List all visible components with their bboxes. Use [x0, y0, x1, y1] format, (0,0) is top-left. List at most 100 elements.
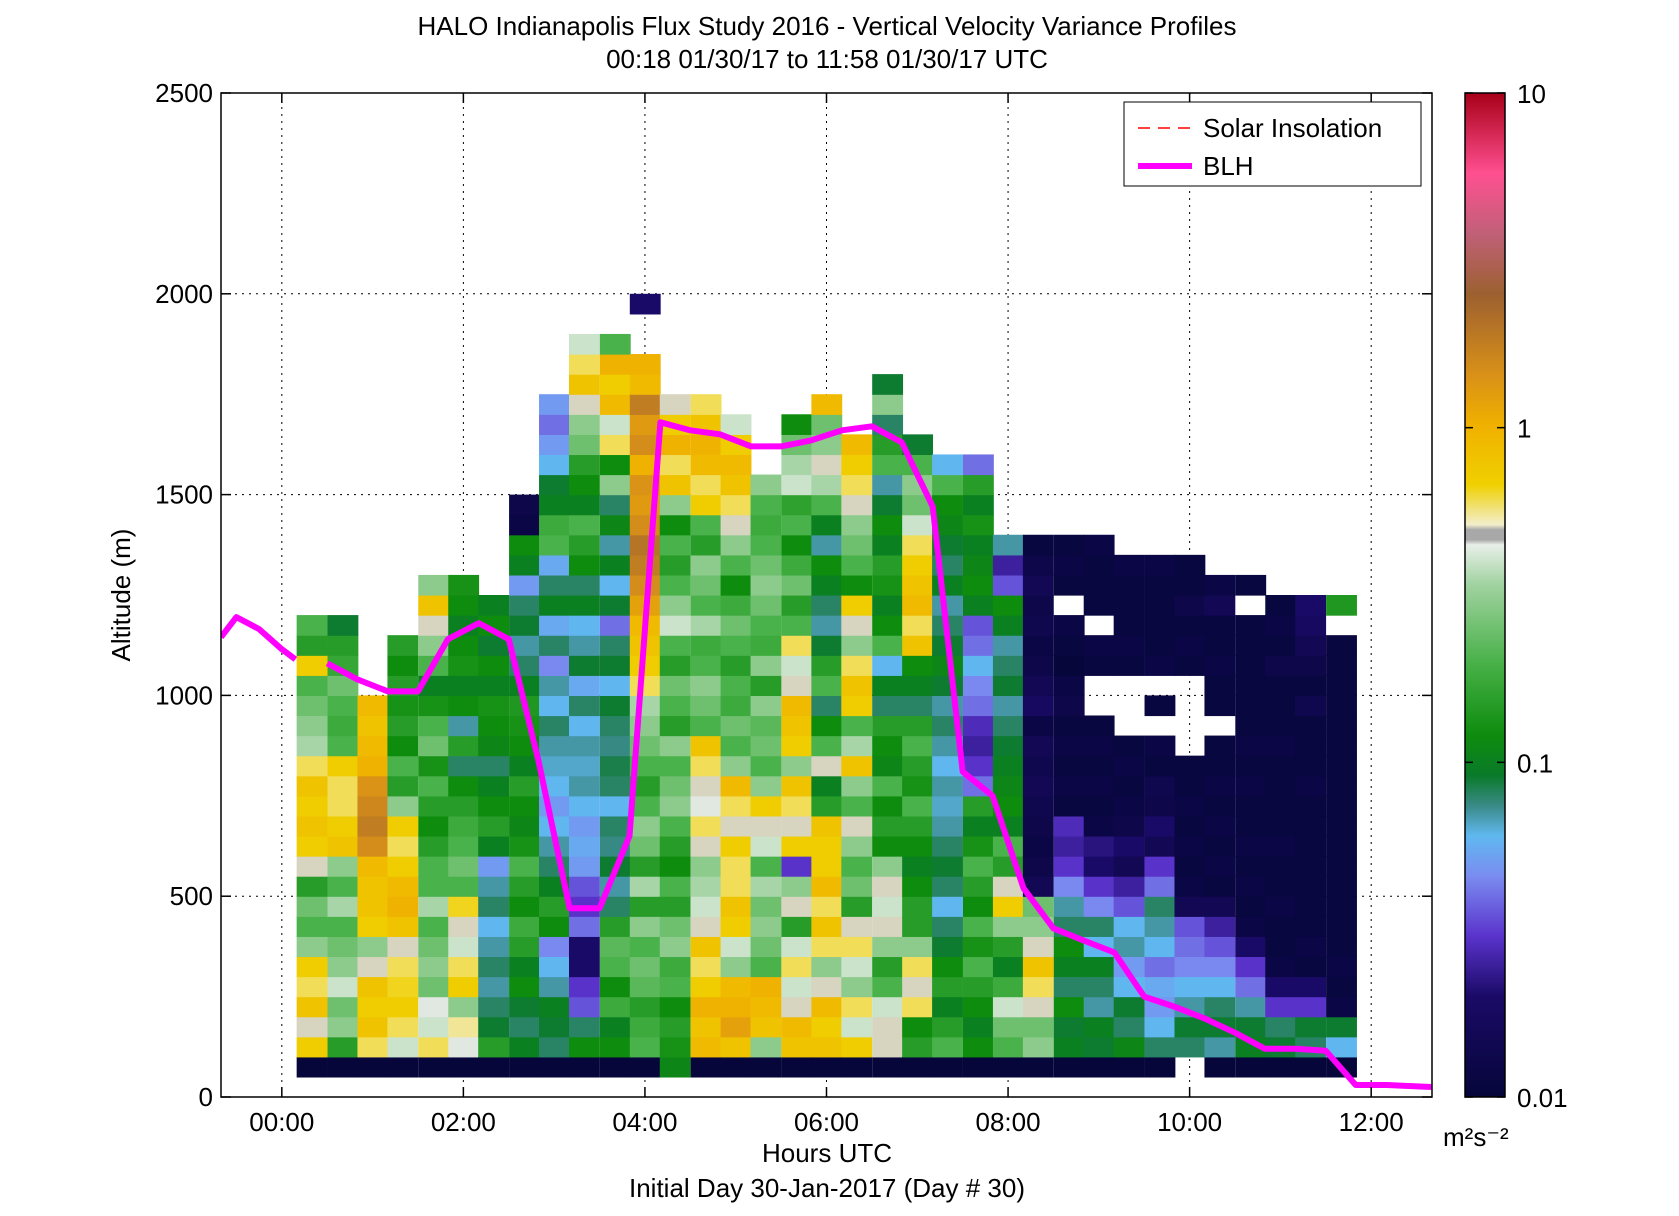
heatmap-cell [568, 474, 600, 496]
heatmap-cell [1235, 1056, 1267, 1078]
heatmap-cell [599, 956, 631, 978]
heatmap-cell [690, 775, 722, 797]
heatmap-cell [568, 655, 600, 676]
heatmap-cell [1144, 815, 1176, 837]
heatmap-cell [629, 835, 661, 857]
heatmap-cell [448, 775, 480, 797]
heatmap-cell [750, 574, 782, 596]
heatmap-cell [448, 976, 480, 998]
heatmap-cell [962, 574, 994, 596]
heatmap-cell [1235, 896, 1267, 917]
heatmap-cell [811, 695, 843, 717]
heatmap-cell [387, 996, 419, 1018]
heatmap-cell [902, 595, 934, 616]
heatmap-cell [1326, 715, 1357, 737]
heatmap-cell [539, 554, 570, 576]
heatmap-cell [448, 655, 480, 676]
heatmap-cell [629, 936, 661, 958]
heatmap-cell [327, 835, 359, 857]
heatmap-cell [841, 695, 873, 717]
heatmap-cell [1265, 815, 1297, 837]
heatmap-cell [418, 815, 450, 837]
heatmap-cell [1144, 615, 1176, 636]
heatmap-cell [1295, 1016, 1327, 1038]
heatmap-cell [992, 595, 1024, 616]
heatmap-cell [509, 514, 540, 536]
heatmap-cell [357, 876, 389, 897]
y-tick-label: 2500 [155, 78, 213, 108]
heatmap-cell [841, 815, 873, 837]
heatmap-cell [872, 856, 904, 877]
heatmap-cell [781, 795, 813, 817]
heatmap-cell [599, 394, 631, 415]
heatmap-cell [1326, 876, 1357, 897]
heatmap-cell [781, 896, 813, 917]
heatmap-cell [811, 494, 843, 516]
heatmap-cell [599, 735, 631, 757]
heatmap-cell [1144, 635, 1176, 656]
heatmap-cell [720, 1056, 752, 1078]
heatmap-cell [478, 916, 510, 937]
heatmap-cell [720, 615, 752, 636]
heatmap-cell [932, 735, 963, 757]
heatmap-cell [811, 655, 843, 676]
heatmap-cell [539, 635, 570, 656]
heatmap-cell [659, 996, 691, 1018]
heatmap-cell [387, 1016, 419, 1038]
heatmap-cell [902, 1016, 934, 1038]
heatmap-cell [932, 454, 963, 476]
heatmap-cell [357, 795, 389, 817]
heatmap-cell [539, 916, 570, 937]
heatmap-cell [841, 715, 873, 737]
heatmap-cell [1022, 534, 1054, 556]
heatmap-cell [629, 996, 661, 1018]
heatmap-cell [1326, 936, 1357, 958]
heatmap-cell [781, 454, 813, 476]
heatmap-cell [932, 856, 963, 877]
x-tick-label: 10:00 [1157, 1107, 1222, 1137]
heatmap-cell [750, 1036, 782, 1058]
heatmap-cell [327, 856, 359, 877]
heatmap-cell [599, 1036, 631, 1058]
heatmap-cell [1174, 595, 1206, 616]
heatmap-cell [872, 695, 904, 717]
heatmap-cell [720, 474, 752, 496]
heatmap-cell [1265, 916, 1297, 937]
heatmap-cell [872, 835, 904, 857]
heatmap-cell [1113, 835, 1145, 857]
heatmap-cell [1083, 635, 1115, 656]
heatmap-cell [872, 374, 904, 395]
heatmap-cell [1326, 835, 1357, 857]
heatmap-cell [659, 1016, 691, 1038]
heatmap-cell [296, 615, 328, 636]
heatmap-cell [1265, 996, 1297, 1018]
heatmap-cell [962, 595, 994, 616]
heatmap-cell [629, 414, 661, 435]
heatmap-cell [811, 916, 843, 937]
heatmap-cell [750, 956, 782, 978]
heatmap-cell [690, 715, 722, 737]
heatmap-cell [296, 835, 328, 857]
axis-ticks [221, 92, 1432, 1098]
heatmap-cell [296, 635, 328, 656]
heatmap-cell [478, 876, 510, 897]
heatmap-cell [781, 755, 813, 777]
heatmap-cell [902, 795, 934, 817]
heatmap-cell [872, 1056, 904, 1078]
heatmap-cell [568, 675, 600, 696]
heatmap-cell [841, 494, 873, 516]
heatmap-cell [599, 815, 631, 837]
heatmap-cell [387, 835, 419, 857]
heatmap-cell [659, 474, 691, 496]
heatmap-cell [387, 876, 419, 897]
heatmap-cell [357, 1056, 389, 1078]
heatmap-cell [1265, 755, 1297, 777]
heatmap-cell [1174, 835, 1206, 857]
heatmap-cell [690, 494, 722, 516]
heatmap-cell [568, 454, 600, 476]
heatmap-cell [568, 1036, 600, 1058]
heatmap-cell [1235, 996, 1267, 1018]
heatmap-cell [568, 835, 600, 857]
heatmap-cell [1022, 615, 1054, 636]
heatmap-cell [1083, 996, 1115, 1018]
